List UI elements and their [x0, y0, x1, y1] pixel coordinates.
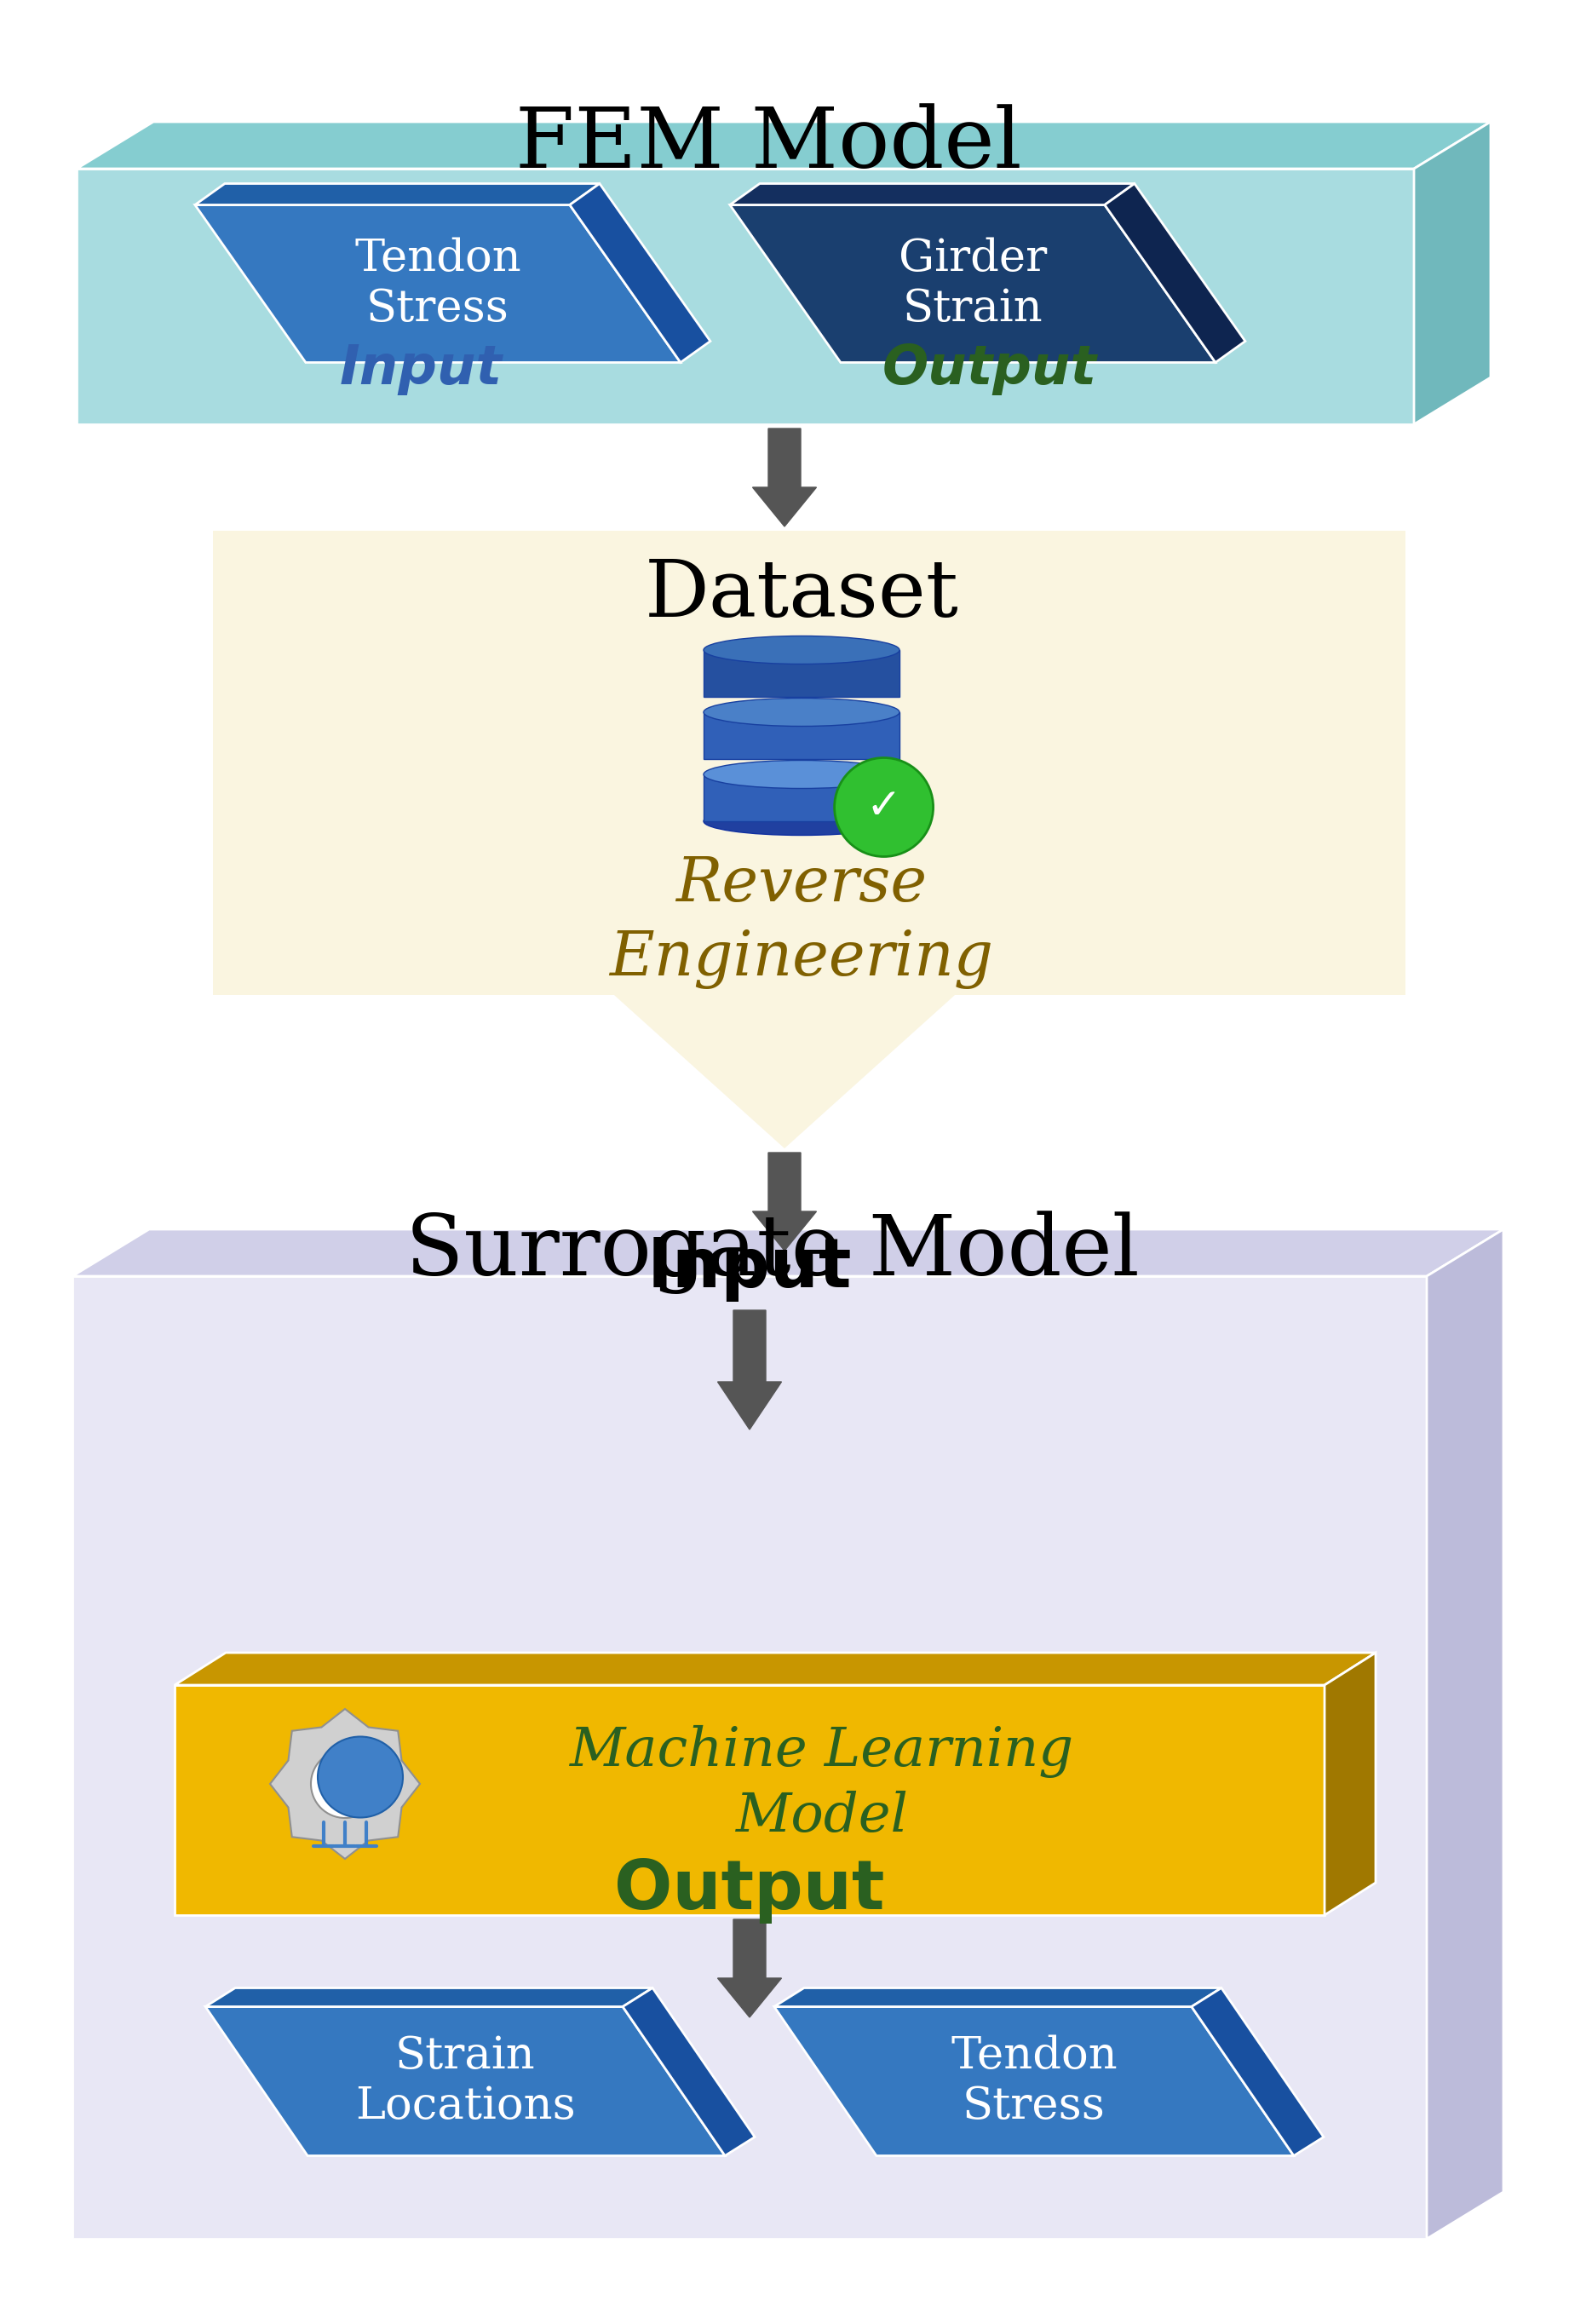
Circle shape — [311, 1750, 380, 1817]
Polygon shape — [270, 1708, 420, 1859]
Polygon shape — [1414, 121, 1491, 425]
Text: Input: Input — [339, 342, 502, 395]
Polygon shape — [717, 1920, 781, 2017]
Polygon shape — [730, 184, 1134, 205]
Polygon shape — [570, 184, 711, 363]
Polygon shape — [1191, 1987, 1324, 2157]
Ellipse shape — [317, 1736, 403, 1817]
Polygon shape — [174, 1685, 1324, 1915]
Circle shape — [835, 758, 934, 858]
Ellipse shape — [703, 806, 899, 834]
Polygon shape — [730, 205, 1216, 363]
Polygon shape — [1324, 1652, 1376, 1915]
Polygon shape — [774, 1987, 1221, 2006]
Polygon shape — [623, 1987, 755, 2157]
Ellipse shape — [703, 760, 899, 788]
Ellipse shape — [703, 697, 899, 725]
Polygon shape — [72, 1229, 1503, 1276]
Text: Strain
Locations: Strain Locations — [355, 2034, 576, 2129]
Polygon shape — [77, 170, 1414, 425]
Ellipse shape — [703, 637, 899, 665]
Polygon shape — [703, 711, 899, 760]
Polygon shape — [72, 1276, 1426, 2238]
Polygon shape — [753, 428, 816, 528]
Polygon shape — [213, 530, 1406, 1148]
Text: Reverse
Engineering: Reverse Engineering — [609, 853, 993, 988]
Polygon shape — [753, 1153, 816, 1250]
Polygon shape — [1105, 184, 1246, 363]
Polygon shape — [717, 1311, 781, 1429]
Polygon shape — [206, 1987, 653, 2006]
Polygon shape — [1426, 1229, 1503, 2238]
Text: Output: Output — [882, 342, 1097, 395]
Text: Dataset: Dataset — [645, 555, 959, 632]
Text: Girder
Strain: Girder Strain — [899, 237, 1047, 330]
Text: Machine Learning
Model: Machine Learning Model — [570, 1724, 1075, 1843]
Polygon shape — [77, 121, 1491, 170]
Polygon shape — [703, 774, 899, 820]
Polygon shape — [774, 2006, 1294, 2157]
Polygon shape — [195, 184, 599, 205]
Text: Tendon
Stress: Tendon Stress — [355, 237, 521, 330]
Text: Output: Output — [615, 1857, 885, 1924]
Text: Tendon
Stress: Tendon Stress — [951, 2034, 1117, 2129]
Text: Surrogate Model: Surrogate Model — [405, 1211, 1139, 1294]
Polygon shape — [703, 651, 899, 697]
Polygon shape — [195, 205, 681, 363]
Polygon shape — [174, 1652, 1376, 1685]
Text: FEM Model: FEM Model — [515, 105, 1021, 186]
Text: Input: Input — [646, 1236, 852, 1301]
Polygon shape — [206, 2006, 725, 2157]
Text: ✓: ✓ — [866, 788, 902, 827]
